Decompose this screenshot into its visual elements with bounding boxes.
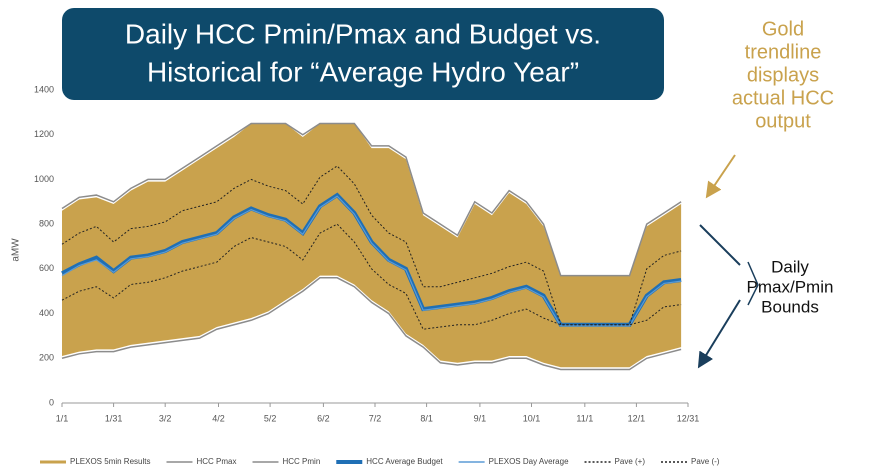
legend-label: Pave (-) bbox=[691, 457, 720, 466]
legend-label: HCC Pmin bbox=[283, 457, 321, 466]
x-tick-label: 7/2 bbox=[369, 413, 382, 423]
annotation: output bbox=[755, 110, 811, 132]
x-tick-label: 8/1 bbox=[420, 413, 433, 423]
x-tick-label: 1/31 bbox=[105, 413, 123, 423]
annotation: Pmax/Pmin bbox=[747, 277, 834, 296]
y-tick-label: 200 bbox=[39, 353, 54, 363]
series-line bbox=[61, 223, 682, 330]
legend-label: HCC Average Budget bbox=[366, 457, 443, 466]
bracket bbox=[747, 261, 759, 306]
x-tick-label: 12/1 bbox=[628, 413, 646, 423]
series-line bbox=[61, 195, 682, 327]
annotation: Daily bbox=[771, 257, 809, 276]
legend-label: HCC Pmax bbox=[196, 457, 236, 466]
title-line: Historical for “Average Hydro Year” bbox=[147, 56, 579, 87]
series-line bbox=[61, 122, 682, 277]
x-tick-label: 4/2 bbox=[212, 413, 225, 423]
annotation: trendline bbox=[745, 41, 822, 63]
x-tick-label: 9/1 bbox=[474, 413, 487, 423]
y-tick-label: 0 bbox=[49, 397, 54, 407]
arrow bbox=[700, 224, 741, 365]
y-label: aMW bbox=[11, 238, 22, 262]
x-tick-label: 10/1 bbox=[523, 413, 541, 423]
x-tick-label: 5/2 bbox=[264, 413, 277, 423]
legend-label: PLEXOS Day Average bbox=[489, 457, 569, 466]
legend-label: PLEXOS 5min Results bbox=[70, 457, 150, 466]
x-tick-label: 12/31 bbox=[677, 413, 700, 423]
title-box bbox=[62, 8, 664, 100]
band bbox=[62, 123, 682, 368]
y-tick-label: 1200 bbox=[34, 129, 54, 139]
series-line bbox=[61, 277, 682, 371]
x-tick-label: 1/1 bbox=[56, 413, 69, 423]
annotation: Bounds bbox=[761, 297, 819, 316]
annotation: Gold bbox=[762, 18, 804, 40]
annotation: actual HCC bbox=[732, 87, 834, 109]
annotation: displays bbox=[747, 64, 819, 86]
arrow bbox=[705, 154, 736, 199]
y-tick-label: 400 bbox=[39, 308, 54, 318]
legend-label: Pave (+) bbox=[615, 457, 646, 466]
y-tick-label: 600 bbox=[39, 263, 54, 273]
x-tick-label: 3/2 bbox=[159, 413, 172, 423]
y-tick-label: 1400 bbox=[34, 84, 54, 94]
y-tick-label: 800 bbox=[39, 219, 54, 229]
title-line: Daily HCC Pmin/Pmax and Budget vs. bbox=[125, 18, 601, 49]
y-tick-label: 1000 bbox=[34, 174, 54, 184]
x-tick-label: 6/2 bbox=[317, 413, 330, 423]
x-tick-label: 11/1 bbox=[576, 413, 593, 423]
